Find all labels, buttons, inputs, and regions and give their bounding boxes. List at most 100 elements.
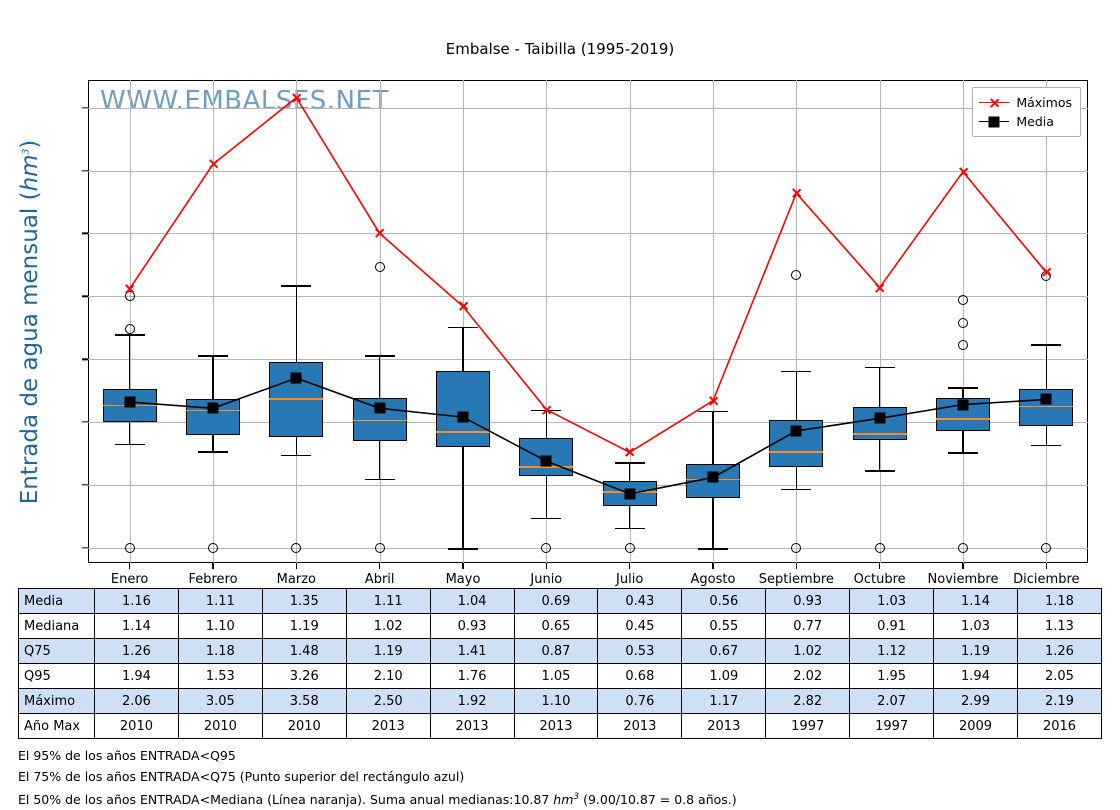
table-cell: 0.65	[513, 613, 599, 639]
whisker-lower	[128, 422, 131, 444]
footer-line-1: El 95% de los años ENTRADA<Q95	[18, 748, 236, 763]
whisker-cap-upper	[948, 386, 978, 389]
media-marker-square-icon	[124, 396, 136, 408]
whisker-upper	[1045, 344, 1048, 390]
table-cell: 2.19	[1016, 688, 1103, 714]
table-cell: 2.50	[345, 688, 431, 714]
media-marker-square-icon	[207, 402, 219, 414]
table-cell: 1.14	[94, 613, 179, 639]
plot-area: WWW.EMBALSES.NET Entrada de agua mensual…	[17, 80, 1088, 587]
x-axis-tick-mark	[962, 563, 964, 569]
maximos-marker-x-icon	[541, 404, 552, 415]
whisker-cap-upper	[448, 326, 478, 329]
table-cell: 1997	[849, 713, 935, 739]
x-axis-tick-label-marzo: Marzo	[276, 572, 316, 587]
y-axis-tick-mark	[82, 232, 88, 235]
maximos-marker-x-icon	[208, 159, 219, 170]
median-line	[519, 466, 574, 468]
whisker-upper	[962, 386, 964, 399]
gridline-horizontal	[88, 170, 1088, 172]
series-lines	[129, 96, 1047, 495]
whisker-lower	[795, 467, 798, 489]
whisker-cap-upper	[781, 370, 812, 373]
whisker-cap-lower	[114, 443, 145, 446]
whisker-upper	[295, 285, 298, 362]
whisker-upper	[212, 355, 214, 400]
whisker-lower	[962, 430, 964, 453]
table-cell: 1.03	[849, 588, 935, 614]
table-cell: 1.94	[933, 663, 1018, 689]
table-cell: 1.19	[933, 638, 1018, 664]
x-axis-tick-mark	[129, 563, 131, 569]
whisker-upper	[545, 409, 548, 439]
maximos-marker-x-icon	[458, 301, 469, 312]
table-cell: 2013	[513, 713, 599, 739]
stats-table: Media 1.16 1.11 1.35 1.11 1.04 0.69 0.43 0.56 0.9…	[18, 588, 1103, 739]
table-cell: 1997	[765, 713, 851, 739]
table-cell: 2.02	[765, 663, 851, 689]
gridline-horizontal	[88, 233, 1088, 235]
outlier-point	[374, 262, 385, 273]
legend-marker-x-icon	[979, 97, 1010, 109]
table-row: Q75 1.26 1.18 1.48 1.19 1.41 0.87 0.53 0.67 1.02 1…	[18, 638, 1103, 664]
x-axis-tick-label-noviembre: Noviembre	[927, 572, 999, 587]
maximos-marker-x-icon	[708, 395, 719, 406]
table-cell: 3.05	[177, 688, 263, 714]
outlier-point	[958, 340, 968, 351]
table-cell: 0.76	[597, 688, 683, 714]
x-axis-tick-mark	[212, 563, 214, 569]
media-marker-square-icon	[624, 488, 636, 500]
outlier-point	[208, 542, 218, 553]
table-cell: 1.04	[429, 588, 515, 614]
x-axis-tick-label-febrero: Febrero	[188, 572, 238, 587]
maximos-marker-x-icon	[791, 188, 802, 199]
outlier-point	[791, 269, 802, 280]
table-cell: 0.93	[429, 613, 515, 639]
whisker-cap-lower	[364, 478, 395, 481]
whisker-cap-upper	[281, 285, 312, 287]
outlier-point	[541, 542, 552, 553]
gridline-vertical	[713, 80, 714, 563]
chart-legend: Máximos Media	[972, 87, 1081, 137]
outlier-point	[1041, 542, 1052, 553]
table-cell: 2.99	[933, 688, 1018, 714]
footer-notes: El 95% de los años ENTRADA<Q95 El 75% de…	[18, 745, 737, 810]
outlier-point	[958, 542, 968, 553]
footer-line-3-a: El 50% de los años ENTRADA<Mediana (Líne…	[18, 792, 554, 808]
footer-line-3-exponent: 3	[573, 792, 580, 802]
media-marker-square-icon	[540, 455, 552, 467]
x-axis-tick-label-diciembre: Diciembre	[1013, 572, 1080, 587]
whisker-upper	[128, 334, 131, 390]
table-row-label: Máximo	[18, 688, 95, 714]
x-axis-tick-label-junio: Junio	[530, 572, 563, 587]
outlier-point	[958, 295, 968, 306]
table-cell: 1.10	[513, 688, 599, 714]
y-axis-tick-mark	[82, 484, 88, 486]
whisker-cap-upper	[698, 410, 728, 413]
whisker-cap-lower	[948, 452, 978, 454]
table-row-label: Q95	[18, 663, 95, 689]
gridline-vertical	[129, 80, 131, 563]
maximos-marker-x-icon	[291, 92, 302, 103]
table-cell: 0.43	[597, 588, 683, 614]
y-axis-label-exponent: 3	[21, 148, 32, 154]
whisker-upper	[628, 462, 631, 482]
x-axis-tick-label-enero: Enero	[110, 572, 149, 587]
table-cell: 2.05	[1016, 663, 1103, 689]
whisker-upper	[795, 370, 798, 420]
table-cell: 1.94	[94, 663, 179, 689]
x-axis-tick-label-julio: Julio	[616, 572, 644, 587]
table-cell: 1.05	[513, 663, 599, 689]
x-axis-tick-mark	[879, 563, 881, 569]
whisker-lower	[712, 497, 714, 548]
table-cell: 1.95	[849, 663, 935, 689]
table-cell: 1.10	[177, 613, 263, 639]
gridline-horizontal	[88, 107, 1088, 109]
median-line	[269, 398, 324, 400]
table-row-label: Q75	[18, 638, 95, 664]
y-axis-tick-mark	[82, 421, 88, 423]
table-cell: 0.91	[849, 613, 935, 639]
table-cell: 0.53	[597, 638, 683, 664]
gridline-vertical	[796, 80, 798, 563]
median-line	[936, 418, 990, 420]
